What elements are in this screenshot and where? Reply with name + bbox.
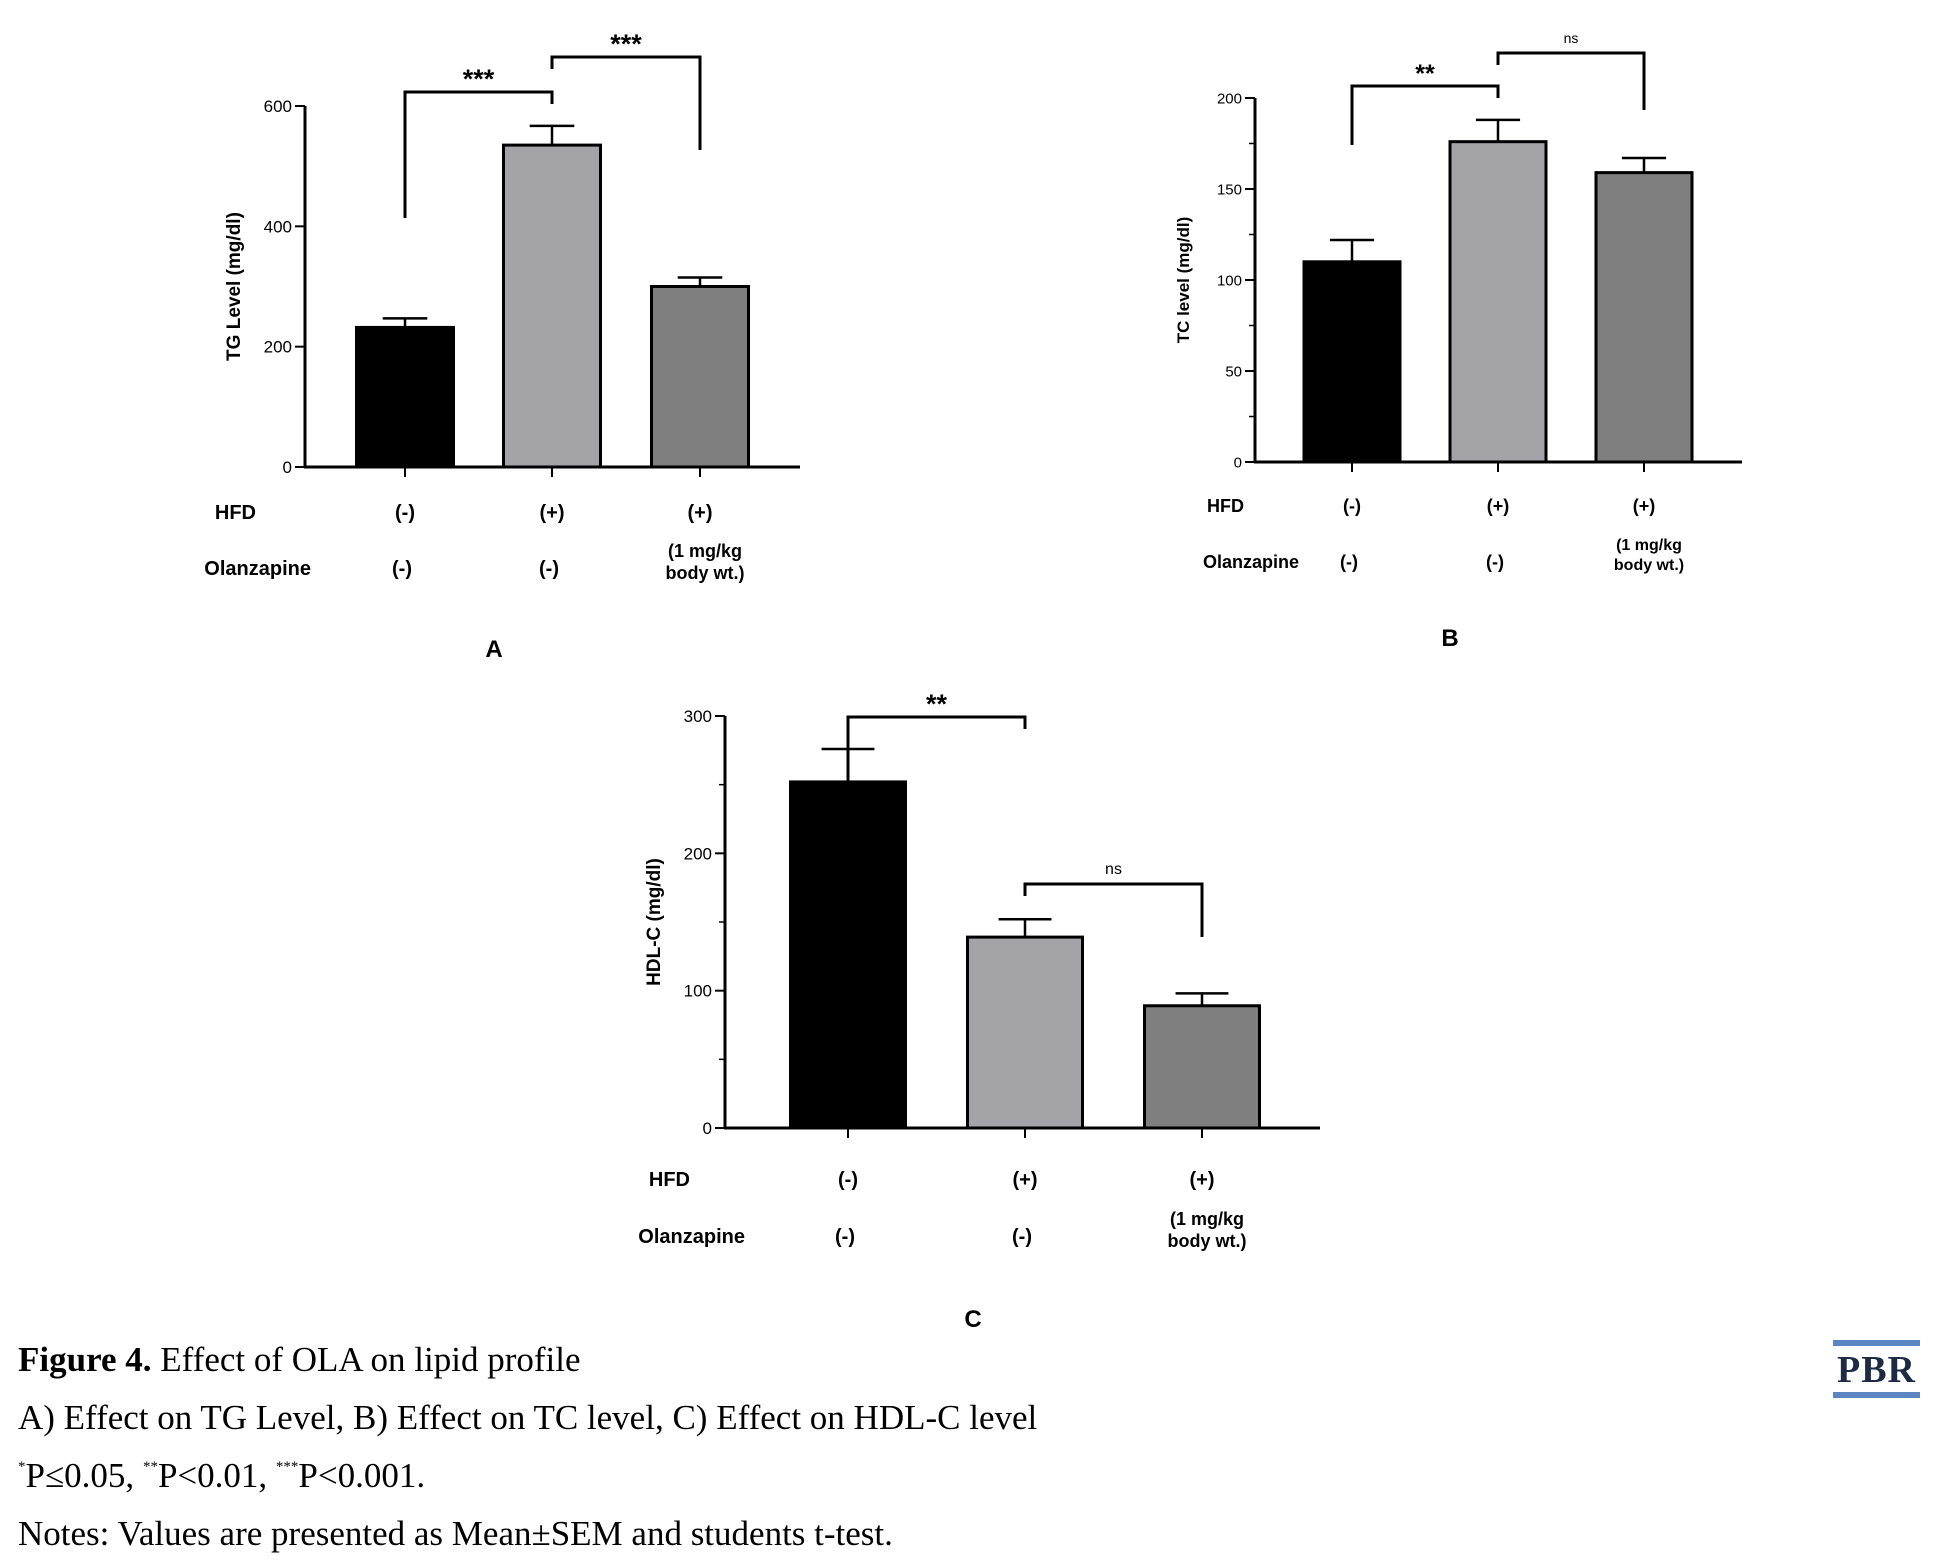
chart-a-y-tick-label: 400 — [264, 217, 292, 236]
chart-b-row-label-olanzapine: Olanzapine — [1203, 552, 1299, 572]
chart-b-bar — [1594, 171, 1694, 464]
chart-b-significance-bracket — [1496, 51, 1646, 110]
figure-label: Figure 4. — [18, 1340, 152, 1379]
chart-b-panel-label: B — [1441, 625, 1458, 652]
p-sup-2: ** — [142, 1459, 158, 1475]
pbr-logo: PBR — [1833, 1340, 1920, 1398]
chart-b-olanzapine-value: (-) — [1340, 552, 1358, 572]
chart-c-significance-label: ** — [926, 689, 948, 719]
chart-a-olanzapine-value: (-) — [539, 558, 559, 580]
chart-a-row-label-hfd: HFD — [215, 502, 256, 524]
chart-a-olanzapine-value: (-) — [392, 558, 412, 580]
p-sup-3: *** — [275, 1459, 299, 1475]
p-text-1: P≤0.05, — [25, 1456, 143, 1495]
chart-c-significance-bracket — [846, 715, 1027, 835]
chart-a-olanzapine-value: body wt.) — [666, 563, 745, 583]
chart-b-y-axis-label: TC level (mg/dl) — [1174, 217, 1193, 344]
chart-a-y-tick-label: 0 — [283, 458, 292, 477]
chart-a-row-label-olanzapine: Olanzapine — [204, 558, 311, 580]
chart-c-row-label-hfd: HFD — [649, 1169, 690, 1191]
chart-c-y-tick-label: 300 — [684, 707, 712, 726]
chart-b-hfd-value: (+) — [1487, 496, 1510, 516]
chart-c-olanzapine-value: (-) — [1012, 1226, 1032, 1248]
logo-text: PBR — [1837, 1349, 1916, 1391]
chart-a-bar — [355, 325, 455, 469]
chart-b-y-tick-label: 50 — [1225, 363, 1242, 380]
chart-a-bar — [502, 143, 602, 469]
logo-top-rule — [1833, 1340, 1920, 1346]
chart-a-bar — [650, 285, 750, 469]
chart-b-olanzapine-value: (1 mg/kg — [1616, 537, 1682, 554]
figure-caption-title: Figure 4. Effect of OLA on lipid profile — [18, 1342, 581, 1377]
logo-bottom-rule — [1833, 1392, 1920, 1398]
chart-c-y-tick-label: 200 — [684, 844, 712, 863]
chart-b-hfd-value: (-) — [1343, 496, 1361, 516]
chart-c-bar — [1143, 1004, 1261, 1130]
chart-a-significance-bracket — [403, 90, 554, 218]
chart-c-hfd-value: (+) — [1013, 1169, 1038, 1191]
chart-c-significance-label: ns — [1105, 861, 1122, 878]
chart-b-y-tick-label: 0 — [1234, 454, 1242, 471]
chart-c-bar — [966, 935, 1084, 1130]
chart-a-y-tick-label: 200 — [264, 338, 292, 357]
chart-b-olanzapine-value: (-) — [1486, 552, 1504, 572]
chart-c-panel-label: C — [964, 1306, 981, 1333]
chart-c-bar — [789, 780, 907, 1130]
chart-c-y-axis-label: HDL-C (mg/dl) — [644, 858, 665, 986]
figure-caption-notes: Notes: Values are presented as Mean±SEM … — [18, 1514, 893, 1553]
chart-a-olanzapine-value: (1 mg/kg — [668, 541, 742, 561]
chart-b-bar — [1448, 140, 1548, 464]
chart-b-y-tick-label: 150 — [1217, 181, 1242, 198]
chart-b-y-tick-label: 100 — [1217, 272, 1242, 289]
chart-c-y-tick-label: 100 — [684, 982, 712, 1001]
chart-a-hfd-value: (+) — [688, 502, 713, 524]
chart-c-hfd-value: (+) — [1190, 1169, 1215, 1191]
chart-a-panel-label: A — [485, 636, 502, 663]
figure-caption-pvalues: *P≤0.05, **P<0.01, ***P<0.001. — [18, 1458, 425, 1493]
figure-caption-panels: A) Effect on TG Level, B) Effect on TC l… — [18, 1398, 1038, 1437]
chart-a-hfd-value: (+) — [540, 502, 565, 524]
chart-b-significance-label: ** — [1415, 60, 1435, 88]
chart-b-significance-bracket — [1350, 84, 1500, 145]
chart-c-y-tick-label: 0 — [703, 1119, 712, 1138]
chart-a-y-axis-label: TG Level (mg/dl) — [224, 212, 245, 361]
p-text-2: P<0.01, — [157, 1456, 276, 1495]
chart-c-olanzapine-value: (-) — [835, 1226, 855, 1248]
p-text-3: P<0.001. — [298, 1456, 426, 1495]
chart-b-bar — [1302, 260, 1402, 464]
chart-b-significance-label: ns — [1564, 30, 1579, 46]
chart-b-olanzapine-value: body wt.) — [1614, 557, 1684, 574]
chart-c-row-label-olanzapine: Olanzapine — [638, 1226, 745, 1248]
p-sup-1: * — [18, 1459, 26, 1475]
chart-b-hfd-value: (+) — [1633, 496, 1656, 516]
chart-a-significance-bracket — [550, 55, 702, 150]
chart-c-hfd-value: (-) — [838, 1169, 858, 1191]
chart-a-y-tick-label: 600 — [264, 97, 292, 116]
chart-a-significance-label: *** — [610, 29, 642, 59]
chart-b-row-label-hfd: HFD — [1207, 496, 1244, 516]
chart-c-olanzapine-value: body wt.) — [1168, 1231, 1247, 1251]
chart-c-significance-bracket — [1023, 882, 1204, 937]
chart-c-olanzapine-value: (1 mg/kg — [1170, 1209, 1244, 1229]
chart-b-y-tick-label: 200 — [1217, 90, 1242, 107]
chart-a-significance-label: *** — [463, 64, 495, 94]
chart-a-hfd-value: (-) — [395, 502, 415, 524]
figure-title: Effect of OLA on lipid profile — [160, 1340, 581, 1379]
